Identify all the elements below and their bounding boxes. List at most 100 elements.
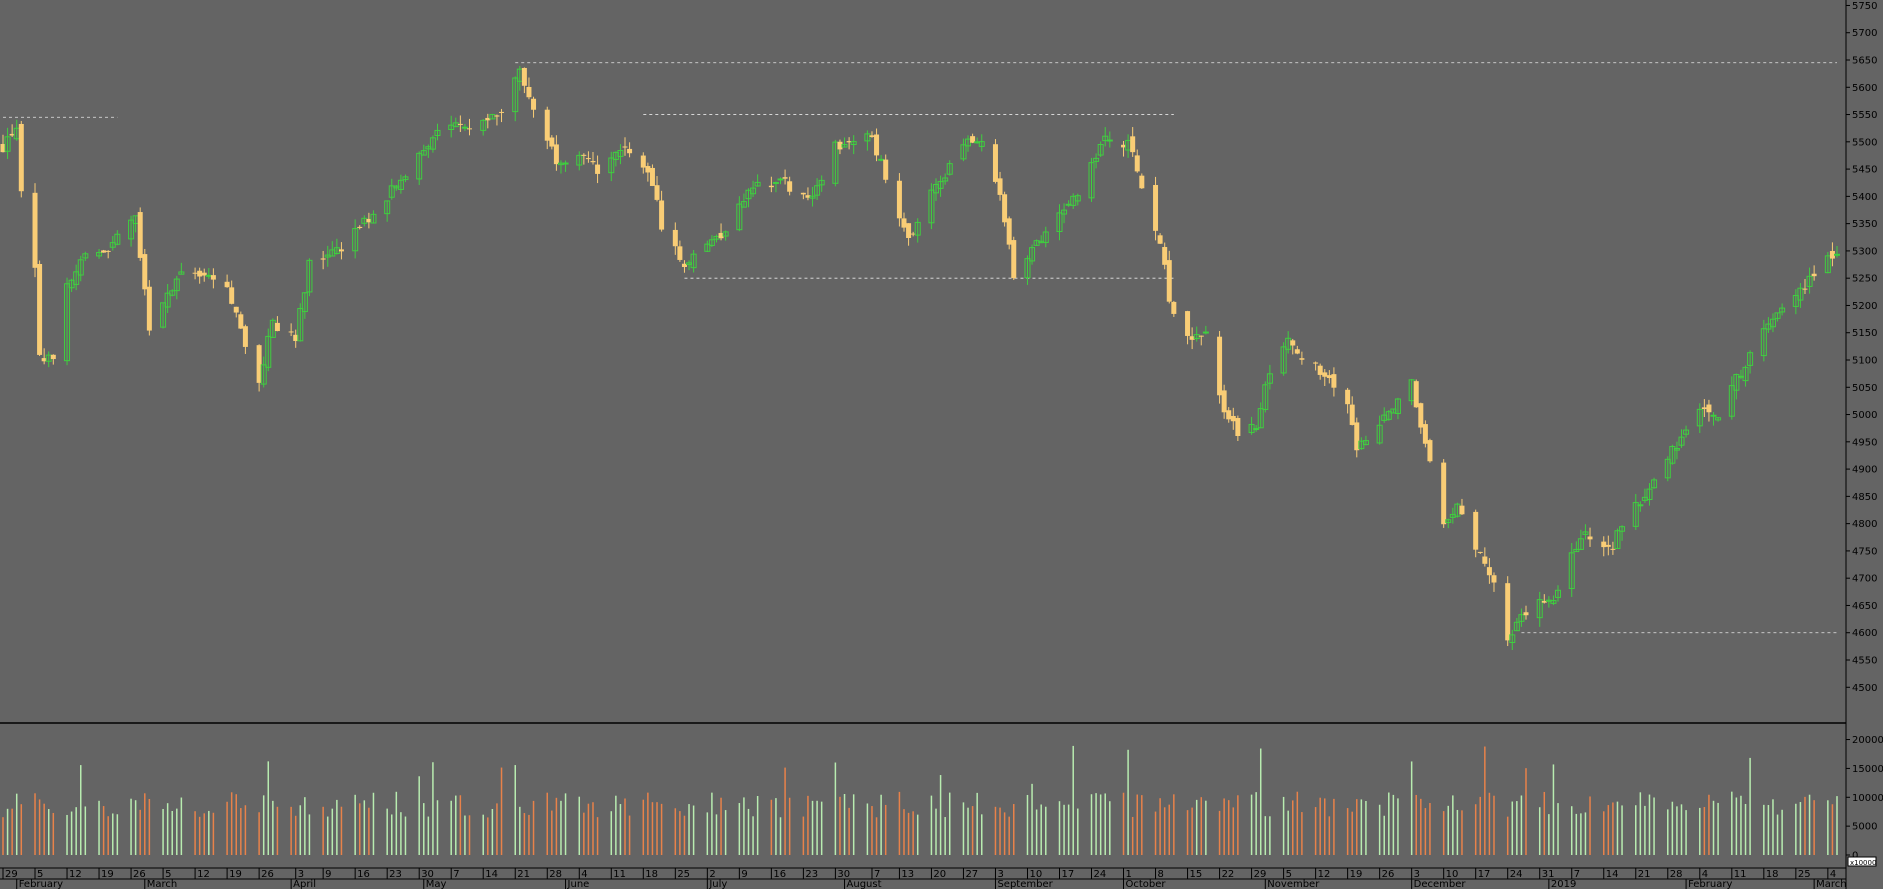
- month-tick-label: March: [147, 879, 177, 889]
- month-tick-label: February: [19, 879, 63, 889]
- candle: [142, 248, 148, 296]
- candle: [402, 174, 409, 183]
- candle: [370, 210, 377, 224]
- price-tick-label: 4550: [1852, 656, 1877, 667]
- price-tick-label: 4600: [1852, 628, 1877, 639]
- candle: [1523, 605, 1529, 620]
- candle: [649, 164, 655, 187]
- price-tick-label: 5050: [1852, 383, 1877, 394]
- candle: [160, 302, 167, 329]
- candle: [357, 225, 363, 230]
- candle: [1189, 327, 1195, 350]
- candle: [1139, 173, 1145, 189]
- candle: [1774, 312, 1781, 322]
- volume-tick-label: 20000: [1852, 735, 1883, 746]
- day-tick-label: 11: [1734, 869, 1747, 880]
- candle: [1505, 576, 1511, 647]
- day-tick-label: 24: [1094, 869, 1107, 880]
- day-tick-label: 21: [517, 869, 530, 880]
- candle: [814, 178, 821, 200]
- candle: [595, 155, 601, 184]
- candle: [1257, 402, 1264, 429]
- candle: [718, 223, 724, 241]
- candle: [617, 144, 624, 165]
- candle: [1742, 365, 1749, 387]
- day-tick-label: 30: [421, 869, 434, 880]
- candle: [1715, 416, 1722, 422]
- candle: [41, 348, 47, 365]
- candle: [1011, 236, 1017, 281]
- candle: [1646, 483, 1653, 506]
- candle: [645, 162, 651, 182]
- candle: [489, 113, 496, 120]
- day-tick-label: 19: [229, 869, 242, 880]
- candle: [1042, 226, 1049, 248]
- candle: [416, 151, 423, 185]
- day-tick-label: 7: [1574, 869, 1580, 880]
- candle: [672, 222, 678, 255]
- candle: [1221, 384, 1227, 419]
- candle: [622, 137, 628, 156]
- day-tick-label: 30: [837, 869, 850, 880]
- candle: [1536, 591, 1543, 627]
- candle: [1587, 527, 1593, 547]
- month-tick-label: December: [1414, 879, 1467, 889]
- candle: [818, 175, 825, 192]
- candle: [4, 127, 11, 159]
- candle: [914, 218, 921, 243]
- candle: [1157, 233, 1163, 244]
- day-tick-label: 7: [453, 869, 459, 880]
- day-tick-label: 5: [165, 869, 171, 880]
- month-tick-label: May: [426, 879, 447, 889]
- candle: [1733, 373, 1740, 400]
- candle: [265, 328, 272, 372]
- candle: [1290, 338, 1296, 355]
- day-tick-label: 29: [5, 869, 18, 880]
- price-axis: 4500 4550 4600 4650 4700 4750 4800 4850 4900 4950…: [1846, 1, 1877, 694]
- candle: [896, 173, 902, 227]
- candle: [1385, 410, 1392, 421]
- candle: [654, 176, 660, 202]
- candle: [754, 174, 761, 187]
- candle: [1683, 425, 1690, 438]
- price-tick-label: 4850: [1852, 492, 1877, 503]
- candle: [1577, 529, 1584, 551]
- candle: [1473, 509, 1479, 558]
- day-tick-label: 19: [1350, 869, 1363, 880]
- price-tick-label: 5300: [1852, 246, 1877, 257]
- candle: [64, 277, 71, 366]
- candle: [233, 306, 239, 318]
- candle: [274, 316, 280, 332]
- candle: [832, 139, 839, 187]
- candle: [1376, 415, 1383, 445]
- price-tick-label: 5250: [1852, 274, 1877, 285]
- candle: [1074, 193, 1081, 206]
- price-tick-label: 5200: [1852, 301, 1877, 312]
- day-tick-label: 13: [901, 869, 914, 880]
- candle: [704, 240, 711, 253]
- candle: [105, 250, 111, 259]
- month-tick-label: September: [997, 879, 1053, 889]
- candle: [549, 135, 555, 150]
- candle: [677, 240, 683, 262]
- candle: [1171, 300, 1177, 317]
- candle: [1459, 498, 1465, 515]
- candle: [499, 108, 505, 123]
- candle: [805, 187, 811, 201]
- candle: [1610, 541, 1616, 555]
- month-tick-label: August: [847, 879, 882, 889]
- day-tick-label: 15: [1190, 869, 1203, 880]
- candle: [77, 255, 84, 282]
- candle: [1331, 367, 1337, 397]
- day-tick-label: 17: [1478, 869, 1491, 880]
- candle: [1806, 267, 1813, 294]
- candle: [1678, 429, 1685, 448]
- candle: [1811, 265, 1817, 281]
- day-tick-label: 28: [549, 869, 562, 880]
- day-tick-label: 2: [709, 869, 715, 880]
- candle: [1445, 518, 1452, 529]
- candle: [1477, 551, 1483, 554]
- day-tick-label: 3: [298, 869, 304, 880]
- candle: [590, 152, 596, 165]
- candle: [1509, 629, 1516, 650]
